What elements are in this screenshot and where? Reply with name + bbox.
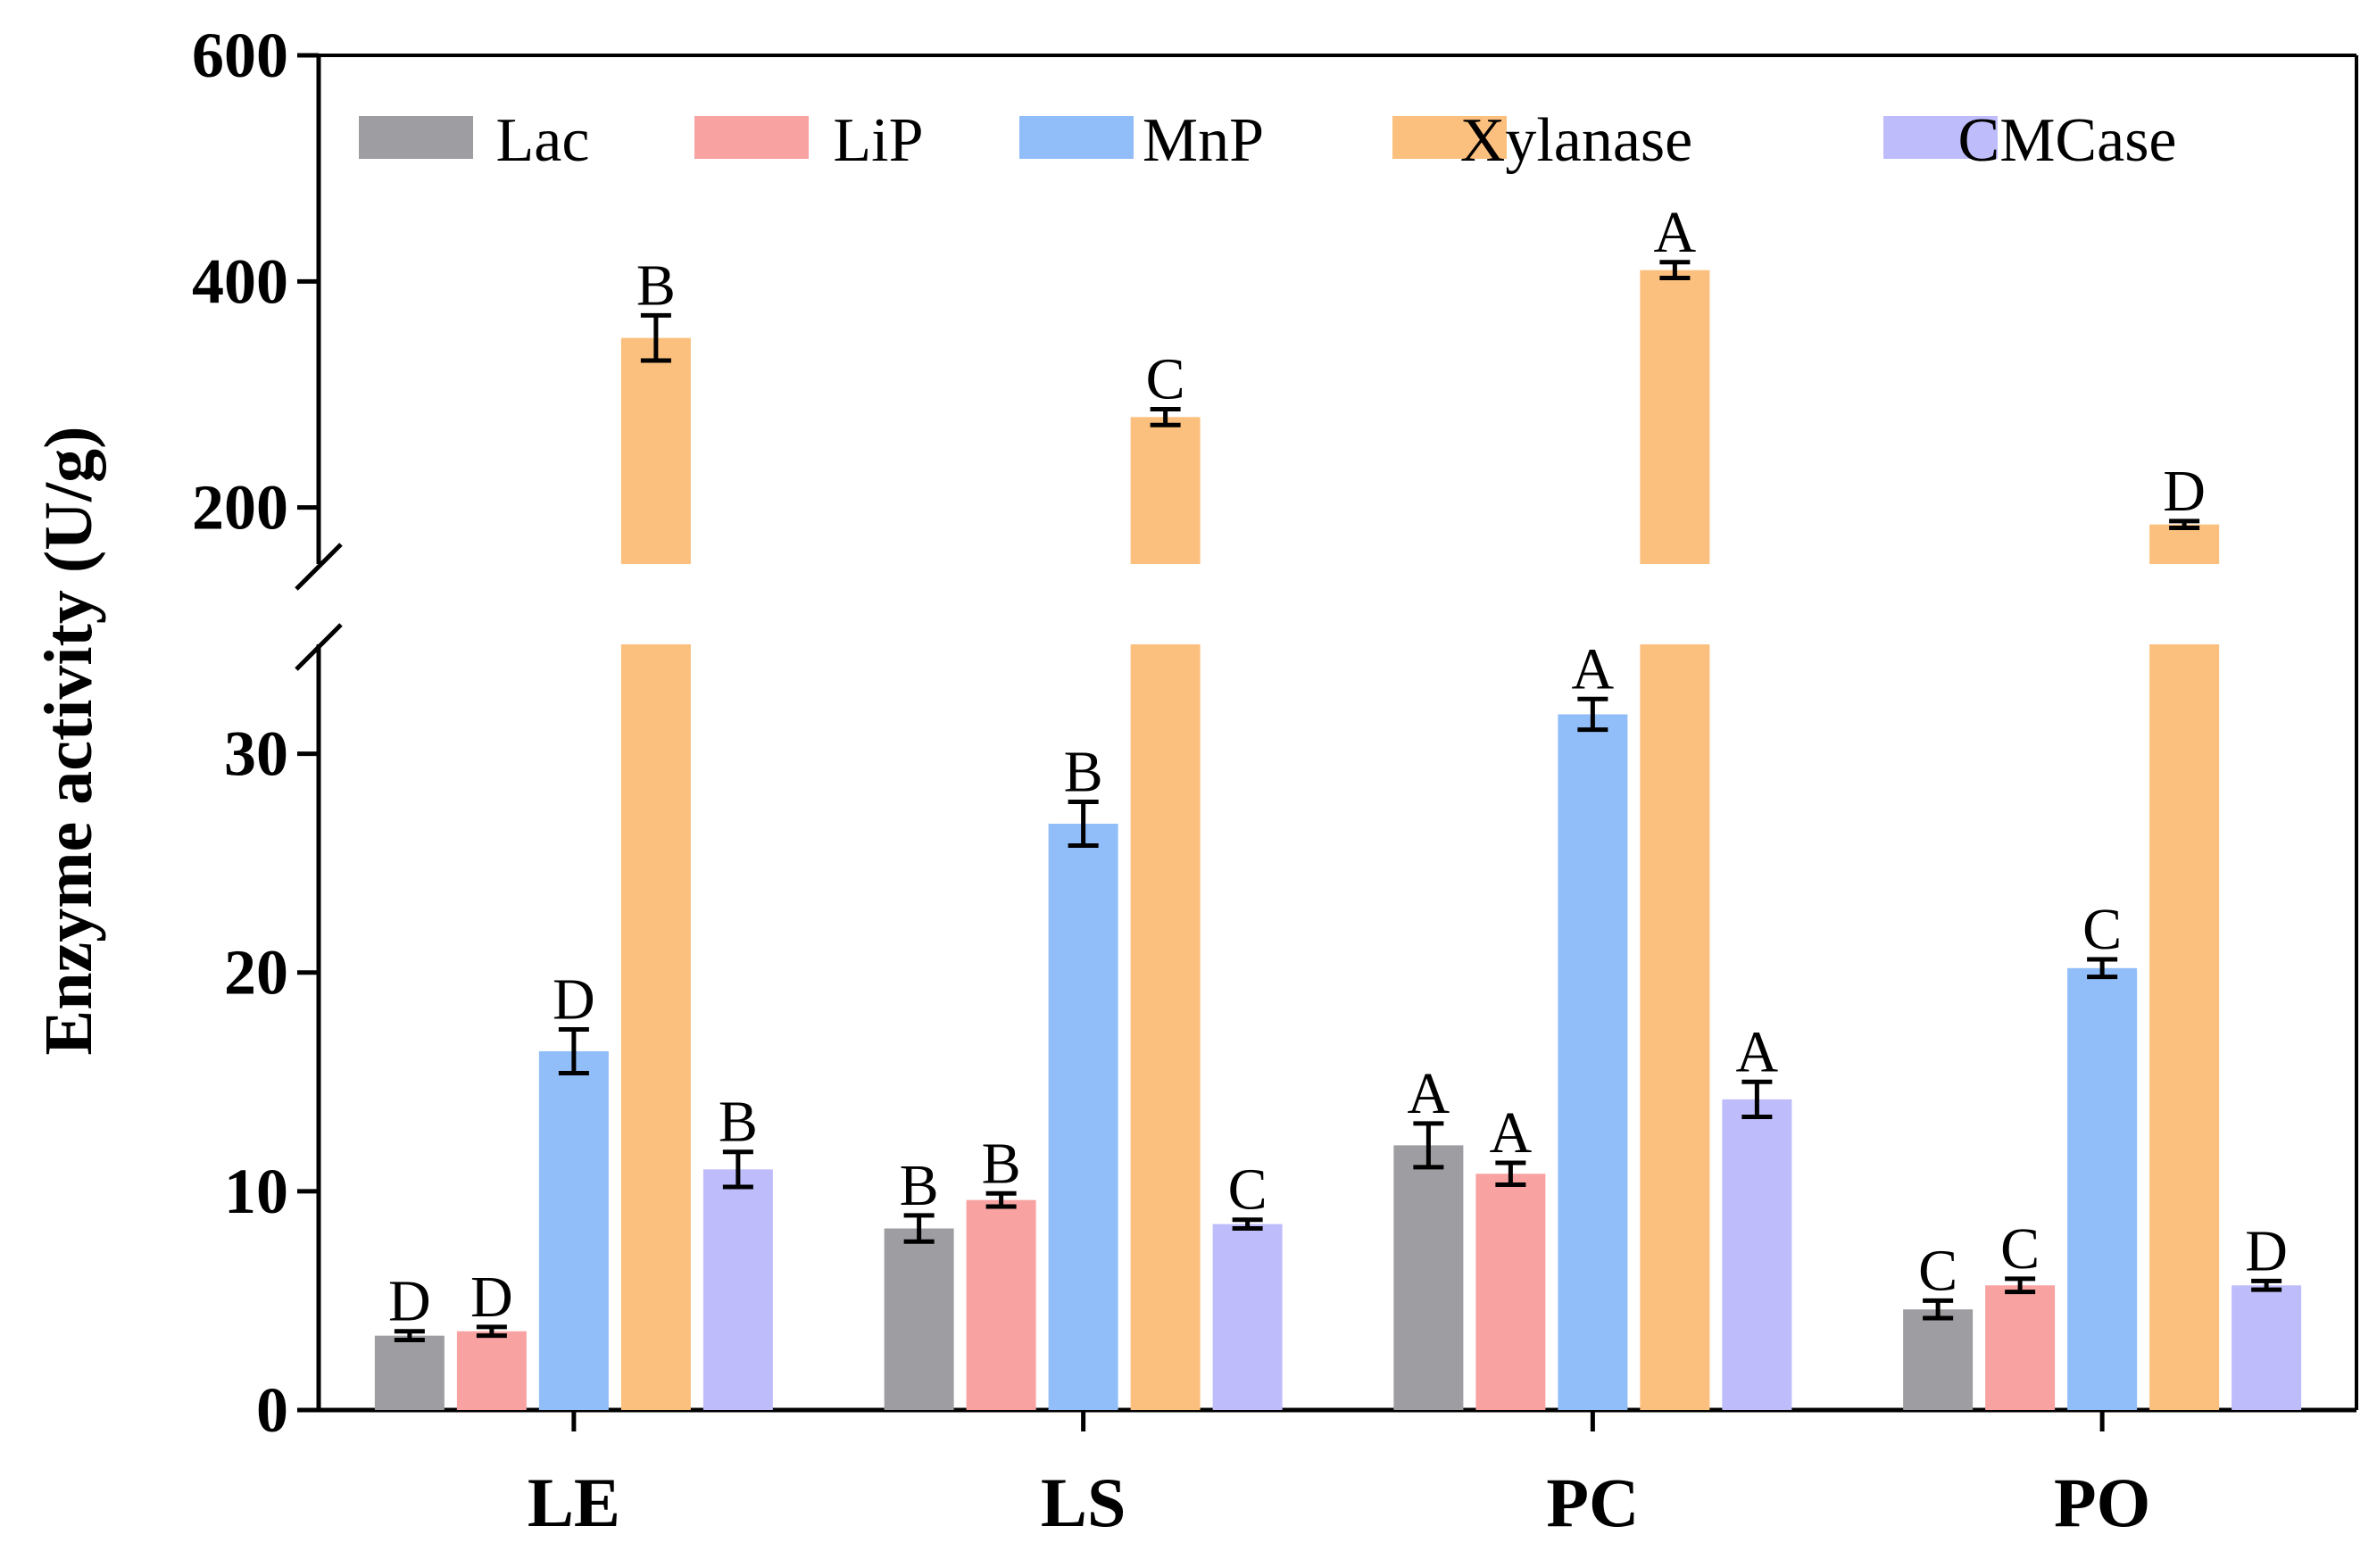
axis-break-mark: [295, 623, 343, 671]
y-tick-label: 400: [192, 245, 288, 317]
bar: [966, 1199, 1036, 1410]
y-tick-label: 0: [256, 1374, 288, 1446]
legend-label: MnP: [1143, 106, 1264, 175]
significance-letter: C: [1228, 1157, 1267, 1223]
significance-letter: D: [2245, 1218, 2288, 1283]
bar: [2067, 967, 2138, 1410]
significance-letter: D: [2163, 459, 2206, 524]
x-category-label: PO: [2054, 1464, 2150, 1541]
bar: [1558, 714, 1628, 1410]
bar: [620, 337, 691, 564]
bar: [374, 1335, 445, 1410]
legend-swatch: [694, 116, 809, 159]
bar: [1903, 1309, 1974, 1410]
bar: [1130, 417, 1201, 564]
significance-letter: C: [1146, 346, 1185, 411]
significance-letter: C: [2000, 1216, 2040, 1282]
bar: [1640, 270, 1710, 564]
y-axis-title: Enzyme activity (U/g): [31, 427, 106, 1056]
legend-label: CMCase: [1958, 106, 2177, 175]
bar: [2232, 1285, 2302, 1410]
bar: [1722, 1099, 1792, 1410]
bar: [1130, 644, 1201, 1410]
bar: [538, 1050, 609, 1410]
bar: [1048, 824, 1118, 1410]
x-category-label: PC: [1546, 1464, 1639, 1541]
significance-letter: A: [1654, 200, 1697, 265]
legend-swatch: [1392, 116, 1507, 159]
bar: [1475, 1174, 1546, 1410]
significance-letter: B: [636, 253, 676, 318]
significance-letter: C: [2082, 897, 2122, 962]
bar: [1212, 1224, 1283, 1410]
x-category-label: LE: [528, 1464, 620, 1541]
legend-swatch: [359, 116, 473, 159]
bar: [1640, 644, 1710, 1410]
legend-swatch: [1019, 116, 1134, 159]
significance-letter: B: [900, 1153, 939, 1218]
significance-letter: D: [553, 967, 595, 1032]
legend-label: LiP: [833, 106, 923, 175]
legend: Lac LiP MnP Xylanase CMCase: [359, 106, 2177, 175]
y-tick-label: 30: [224, 718, 288, 790]
significance-letter: B: [719, 1090, 758, 1155]
significance-letter: A: [1736, 1019, 1779, 1084]
axis-break-mark: [295, 543, 343, 591]
y-tick-label: 10: [224, 1156, 288, 1227]
significance-letter: B: [1064, 740, 1103, 805]
bar: [884, 1228, 954, 1410]
bar: [620, 644, 691, 1410]
significance-letter: D: [388, 1269, 431, 1334]
legend-swatch: [1883, 116, 1998, 159]
y-tick-label: 20: [224, 937, 288, 1008]
y-tick-label: 200: [192, 472, 288, 543]
bar: [456, 1331, 527, 1410]
bar: [702, 1169, 773, 1410]
bar: [1985, 1285, 2056, 1410]
axes-layer: 0 10 20 30 200 400 600 LE LS PC PO: [192, 20, 2358, 1541]
significance-letter: D: [470, 1265, 513, 1330]
bar: [2149, 644, 2220, 1410]
significance-letter: A: [1408, 1061, 1450, 1126]
y-tick-label: 600: [192, 20, 288, 91]
significance-letter: A: [1490, 1100, 1533, 1166]
significance-letter: C: [1918, 1238, 1957, 1303]
significance-letter: A: [1572, 636, 1615, 701]
significance-letter: B: [982, 1131, 1021, 1196]
legend-label: Xylanase: [1460, 106, 1692, 175]
x-category-label: LS: [1041, 1464, 1126, 1541]
legend-label: Lac: [496, 106, 590, 175]
bar: [2149, 524, 2220, 564]
bar: [1393, 1145, 1464, 1410]
